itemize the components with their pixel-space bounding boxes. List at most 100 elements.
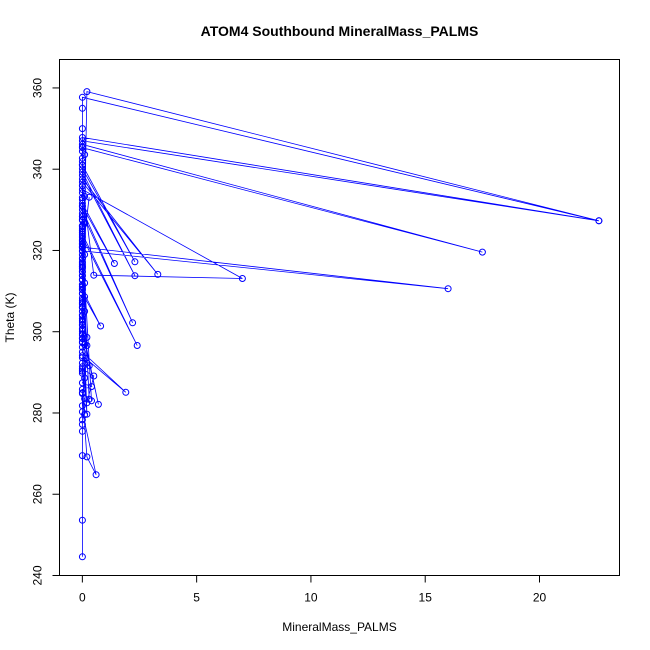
data-point	[78, 283, 86, 291]
data-point	[78, 225, 86, 233]
data-point	[78, 452, 86, 460]
data-point	[78, 272, 86, 280]
plot-frame	[59, 59, 620, 576]
data-point	[78, 285, 86, 293]
data-point	[78, 232, 86, 240]
data-point	[78, 427, 86, 435]
x-tick-label: 5	[193, 591, 200, 605]
data-point	[78, 321, 86, 329]
data-point	[83, 88, 91, 96]
data-point	[78, 330, 86, 338]
data-point	[78, 303, 86, 311]
y-tick-label: 260	[31, 484, 45, 504]
data-point	[83, 359, 91, 367]
data-point	[122, 388, 130, 396]
data-point	[78, 212, 86, 220]
y-tick-label: 340	[31, 159, 45, 179]
x-tick-label: 0	[79, 591, 86, 605]
data-point	[110, 260, 118, 267]
y-tick-label: 300	[31, 321, 45, 341]
data-point	[78, 154, 86, 162]
data-point	[97, 322, 105, 330]
data-point	[78, 268, 86, 276]
data-point	[78, 168, 86, 176]
data-point	[78, 363, 86, 371]
y-tick-label: 240	[31, 565, 45, 585]
data-point	[78, 307, 86, 315]
data-point	[78, 161, 86, 169]
data-point	[78, 316, 86, 324]
data-point	[78, 359, 86, 367]
data-point	[78, 352, 86, 360]
data-point	[131, 272, 139, 280]
data-point	[78, 178, 86, 186]
x-tick-label: 15	[419, 591, 433, 605]
series-layer	[78, 88, 603, 561]
data-point	[78, 189, 86, 197]
data-point	[78, 222, 86, 230]
data-point	[78, 390, 86, 397]
data-point	[78, 186, 86, 193]
data-point	[90, 372, 98, 380]
series-line	[81, 91, 599, 557]
data-point	[78, 312, 86, 320]
data-point	[78, 294, 86, 302]
data-point	[78, 158, 86, 165]
data-point	[78, 240, 86, 248]
data-point	[129, 319, 137, 327]
y-tick-label: 280	[31, 403, 45, 423]
data-point	[88, 397, 95, 405]
data-point	[78, 104, 86, 112]
data-point	[78, 202, 86, 210]
data-point	[78, 140, 86, 148]
data-point	[78, 125, 86, 133]
data-point	[478, 248, 486, 256]
data-point	[444, 285, 452, 293]
data-point	[78, 182, 86, 189]
data-point	[78, 553, 86, 561]
data-point	[78, 93, 86, 101]
data-point	[131, 258, 139, 266]
data-point	[78, 343, 86, 351]
data-point	[78, 281, 86, 289]
data-point	[154, 270, 162, 278]
x-axis-label: MineralMass_PALMS	[282, 620, 396, 634]
data-point	[78, 325, 86, 333]
data-point	[94, 400, 102, 408]
data-point	[78, 143, 86, 151]
data-point	[78, 420, 86, 428]
data-point	[78, 263, 86, 271]
y-tick-label: 360	[31, 78, 45, 98]
data-point	[78, 255, 86, 263]
data-point	[78, 242, 86, 250]
data-point	[78, 334, 86, 342]
x-axis: 0 5 10 15 20	[79, 575, 547, 605]
data-point	[78, 299, 86, 306]
data-point	[83, 453, 91, 461]
data-point	[78, 165, 86, 173]
data-point	[78, 516, 86, 524]
chart-title: ATOM4 Southbound MineralMass_PALMS	[201, 23, 479, 39]
data-point	[78, 348, 86, 356]
y-tick-label: 320	[31, 240, 45, 260]
data-point	[78, 339, 86, 347]
data-point	[88, 383, 95, 391]
data-point	[85, 193, 93, 201]
data-point	[78, 367, 86, 375]
data-point	[78, 259, 86, 267]
data-point	[595, 217, 603, 225]
y-axis: 240 260 280 300 320 340 360	[31, 78, 60, 586]
x-tick-label: 20	[533, 591, 547, 605]
data-point	[78, 276, 86, 284]
data-point	[133, 342, 141, 349]
data-point	[92, 471, 100, 479]
data-point	[238, 275, 246, 282]
data-point	[78, 147, 86, 155]
data-point	[83, 333, 91, 341]
data-point	[83, 410, 91, 418]
data-point	[78, 247, 86, 255]
data-point	[78, 134, 86, 141]
data-point	[90, 271, 98, 279]
data-point	[83, 399, 91, 407]
